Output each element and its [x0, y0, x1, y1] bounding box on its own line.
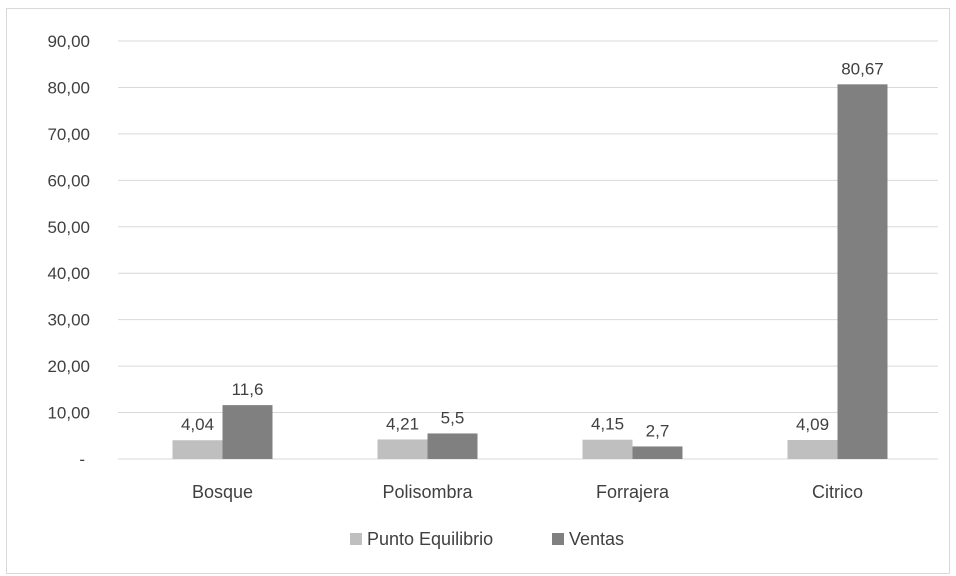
- y-axis-ticks: - 10,00 20,00 30,00 40,00 50,00 60,00 70,00 80,0…: [47, 32, 90, 469]
- x-axis-labels: Bosque Polisombra Forrajera Citrico: [192, 482, 863, 502]
- x-category-label: Forrajera: [596, 482, 670, 502]
- y-tick-label: -: [79, 450, 85, 469]
- y-tick-label: 10,00: [47, 404, 90, 423]
- y-tick-label: 40,00: [47, 264, 90, 283]
- chart-frame: [6, 8, 950, 574]
- data-label: 4,21: [386, 414, 419, 433]
- legend-swatch: [350, 533, 362, 545]
- bar-ventas-citrico: [837, 84, 888, 459]
- legend-swatch: [552, 533, 564, 545]
- legend-label: Punto Equilibrio: [367, 529, 493, 549]
- legend: Punto Equilibrio Ventas: [350, 529, 624, 549]
- bar-ventas-bosque: [222, 405, 273, 459]
- data-label: 2,7: [646, 421, 670, 440]
- x-category-label: Citrico: [812, 482, 863, 502]
- bar-ventas-polisombra: [427, 433, 478, 459]
- y-tick-label: 30,00: [47, 311, 90, 330]
- y-tick-label: 20,00: [47, 357, 90, 376]
- y-tick-label: 70,00: [47, 125, 90, 144]
- bar-punto-equilibrio-forrajera: [582, 439, 633, 459]
- data-labels: 4,04 11,6 4,21 5,5 4,15 2,7 4,09 80,67: [181, 59, 884, 440]
- data-label: 4,09: [796, 415, 829, 434]
- x-category-label: Polisombra: [382, 482, 473, 502]
- y-tick-label: 90,00: [47, 32, 90, 51]
- bar-punto-equilibrio-bosque: [172, 440, 223, 459]
- legend-label: Ventas: [569, 529, 624, 549]
- bar-ventas-forrajera: [632, 446, 683, 459]
- bar-punto-equilibrio-citrico: [787, 440, 838, 459]
- data-label: 11,6: [232, 380, 264, 399]
- y-tick-label: 80,00: [47, 78, 90, 97]
- bar-punto-equilibrio-polisombra: [377, 439, 428, 459]
- data-label: 4,15: [591, 415, 624, 434]
- y-tick-label: 50,00: [47, 218, 90, 237]
- x-category-label: Bosque: [192, 482, 253, 502]
- data-label: 80,67: [841, 59, 884, 78]
- bars: [172, 84, 888, 459]
- data-label: 5,5: [441, 408, 465, 427]
- data-label: 4,04: [181, 415, 214, 434]
- y-tick-label: 60,00: [47, 171, 90, 190]
